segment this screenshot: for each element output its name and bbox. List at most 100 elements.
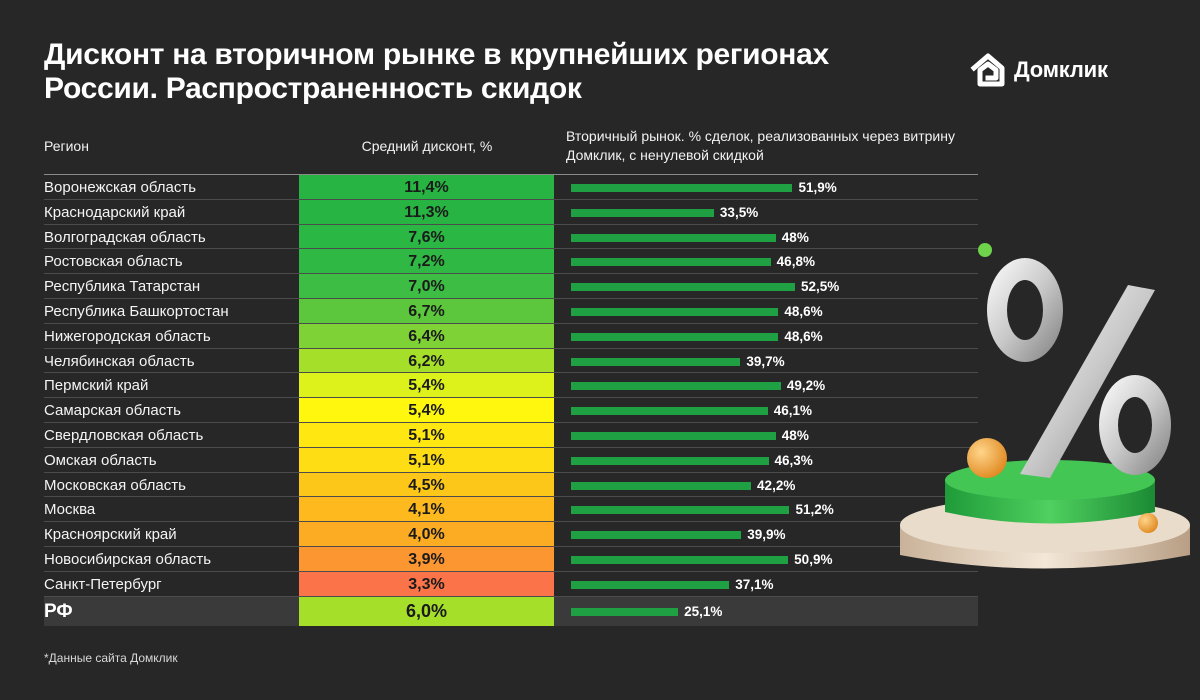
table-row: Краснодарский край 11,3% 33,5% bbox=[44, 199, 978, 225]
row-divider bbox=[44, 496, 978, 498]
discount-value: 6,0% bbox=[299, 596, 554, 626]
share-label: 42,2% bbox=[757, 477, 796, 493]
discount-value: 3,9% bbox=[299, 546, 554, 572]
region-name: Волгоградская область bbox=[44, 228, 206, 246]
discount-value: 5,4% bbox=[299, 373, 554, 399]
row-divider bbox=[44, 595, 978, 597]
table-row: Республика Башкортостан 6,7% 48,6% bbox=[44, 298, 978, 324]
share-bar bbox=[571, 332, 779, 341]
table-row: Пермский край 5,4% 49,2% bbox=[44, 373, 978, 399]
region-name: Челябинская область bbox=[44, 352, 195, 370]
share-label: 51,9% bbox=[798, 180, 837, 195]
column-header-share: Вторичный рынок. % сделок, реализованных… bbox=[566, 128, 955, 163]
row-divider bbox=[44, 297, 978, 299]
table-row: Нижегородская область 6,4% 48,6% bbox=[44, 323, 978, 349]
table-row: Свердловская область 5,1% 48% bbox=[44, 422, 978, 448]
share-label: 48% bbox=[781, 229, 809, 245]
row-divider bbox=[44, 397, 978, 399]
share-label: 46,3% bbox=[774, 452, 813, 468]
discount-value: 6,2% bbox=[299, 348, 554, 374]
share-bar bbox=[571, 607, 679, 616]
share-bar bbox=[571, 283, 795, 292]
row-divider bbox=[44, 198, 978, 200]
row-divider bbox=[44, 322, 978, 324]
discount-value: 4,1% bbox=[299, 497, 554, 523]
table-row: Республика Татарстан 7,0% 52,5% bbox=[44, 274, 978, 299]
brand-logo: Домклик bbox=[970, 52, 1108, 88]
share-label: 46,8% bbox=[776, 254, 815, 270]
share-label: 48% bbox=[781, 427, 809, 443]
row-divider bbox=[44, 446, 978, 448]
percent-3d-illustration bbox=[900, 243, 1190, 569]
region-name: Ростовская область bbox=[44, 253, 183, 271]
row-divider bbox=[44, 273, 978, 275]
region-name: Москва bbox=[44, 501, 96, 519]
region-name: Республика Башкортостан bbox=[44, 302, 229, 320]
share-bar bbox=[571, 506, 790, 515]
discount-value: 3,3% bbox=[299, 571, 554, 597]
share-bar bbox=[571, 208, 714, 217]
discount-value: 5,1% bbox=[299, 447, 554, 473]
share-bar bbox=[571, 531, 742, 540]
share-label: 25,1% bbox=[684, 603, 723, 619]
table-row: Москва 4,1% 51,2% bbox=[44, 497, 978, 523]
region-name: Республика Татарстан bbox=[44, 278, 201, 296]
discount-value: 7,6% bbox=[299, 224, 554, 250]
header-divider bbox=[44, 174, 978, 175]
share-label: 46,1% bbox=[773, 403, 812, 419]
share-label: 37,1% bbox=[735, 576, 774, 592]
table-row: Новосибирская область 3,9% 50,9% bbox=[44, 546, 978, 572]
region-name: Воронежская область bbox=[44, 179, 197, 196]
table-row: Санкт-Петербург 3,3% 37,1% bbox=[44, 571, 978, 597]
region-name: Свердловская область bbox=[44, 426, 204, 444]
column-header-discount: Средний дисконт, % bbox=[361, 138, 493, 154]
discount-value: 11,3% bbox=[299, 199, 554, 225]
region-name: Самарская область bbox=[44, 402, 181, 420]
share-bar bbox=[571, 407, 768, 416]
share-bar bbox=[571, 184, 793, 192]
share-label: 51,2% bbox=[795, 502, 834, 518]
share-label: 50,9% bbox=[794, 551, 833, 567]
share-label: 49,2% bbox=[786, 378, 826, 394]
domclick-house-icon bbox=[970, 53, 1005, 87]
discount-value: 5,4% bbox=[299, 398, 554, 423]
row-divider bbox=[44, 421, 978, 423]
table-row: Самарская область 5,4% 46,1% bbox=[44, 398, 978, 423]
share-label: 33,5% bbox=[719, 204, 759, 220]
share-bar bbox=[571, 456, 769, 465]
share-bar bbox=[571, 233, 776, 242]
row-divider bbox=[44, 347, 978, 349]
row-divider bbox=[44, 372, 978, 374]
share-bar bbox=[571, 382, 781, 391]
region-name: Краснодарский край bbox=[44, 203, 186, 221]
share-bar bbox=[571, 431, 776, 440]
table-row: Челябинская область 6,2% 39,7% bbox=[44, 348, 978, 374]
share-bar bbox=[571, 357, 741, 366]
share-label: 48,6% bbox=[784, 303, 823, 319]
discount-value: 4,5% bbox=[299, 472, 554, 498]
share-label: 48,6% bbox=[784, 328, 823, 344]
table-row: Воронежская область 11,4% 51,9% bbox=[44, 175, 978, 200]
region-name: Санкт-Петербург bbox=[44, 575, 162, 593]
row-divider bbox=[44, 570, 978, 572]
discount-value: 7,2% bbox=[299, 249, 554, 275]
discount-value: 6,7% bbox=[299, 298, 554, 324]
share-bar bbox=[571, 258, 771, 267]
row-divider bbox=[44, 545, 978, 547]
discount-value: 6,4% bbox=[299, 323, 554, 349]
share-label: 39,9% bbox=[747, 527, 786, 543]
row-divider bbox=[44, 223, 978, 225]
region-name: Нижегородская область bbox=[44, 327, 211, 345]
discount-value: 7,0% bbox=[299, 274, 554, 299]
row-divider bbox=[44, 471, 978, 473]
footnote: *Данные сайта Домклик bbox=[44, 651, 178, 665]
share-label: 52,5% bbox=[801, 279, 840, 295]
region-name: Новосибирская область bbox=[44, 550, 212, 568]
share-bar bbox=[571, 481, 752, 490]
share-label: 39,7% bbox=[746, 353, 785, 369]
discount-value: 4,0% bbox=[299, 522, 554, 547]
table-row: Ростовская область 7,2% 46,8% bbox=[44, 249, 978, 275]
column-header-region: Регион bbox=[44, 138, 89, 154]
discount-value: 5,1% bbox=[299, 422, 554, 448]
row-divider bbox=[44, 521, 978, 523]
